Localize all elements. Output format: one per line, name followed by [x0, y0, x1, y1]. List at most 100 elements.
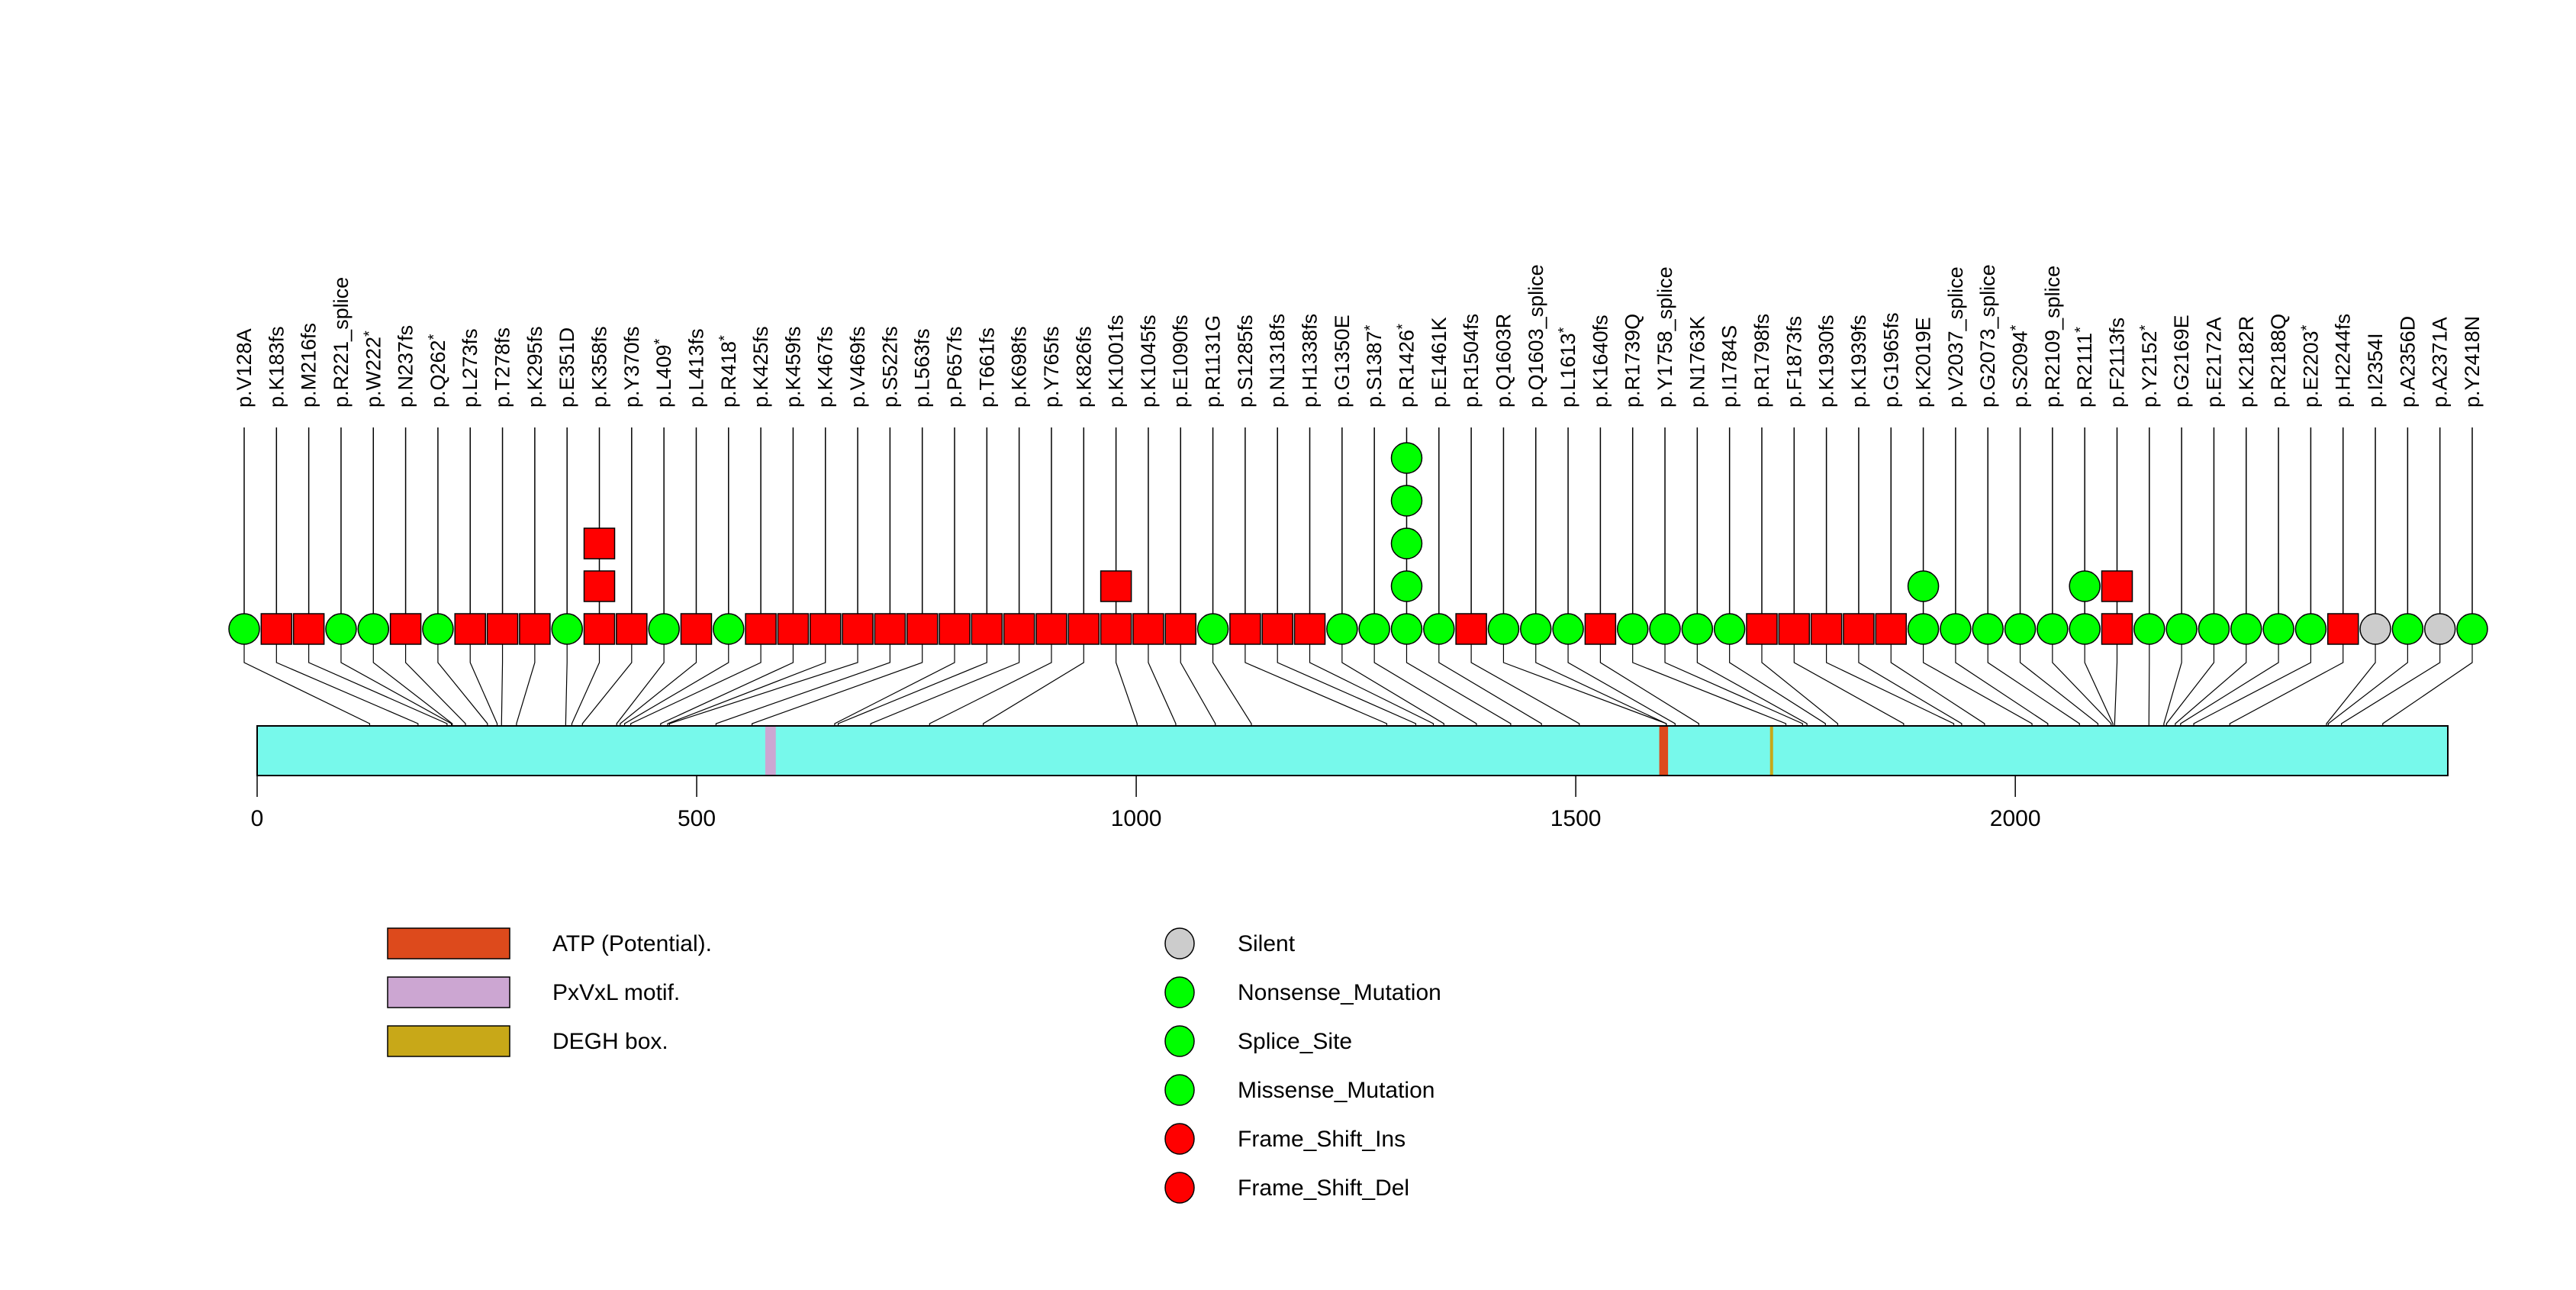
mutation-label: p.K1939fs: [1847, 314, 1870, 408]
mutation-legend-label: Frame_Shift_Ins: [1238, 1127, 1406, 1152]
mutation-label: p.R1739Q: [1621, 314, 1644, 408]
mutation-label: p.T661fs: [975, 327, 998, 408]
mutation-label: p.Y2418N: [2461, 316, 2484, 408]
mutation-label: p.L563fs: [911, 328, 934, 408]
mutation-label: p.I1784S: [1718, 325, 1741, 408]
mutation-marker-circle: [1552, 613, 1584, 645]
mutation-label: p.R221_splice: [330, 277, 353, 408]
domain-legend-swatch: [387, 927, 510, 959]
mutation-legend-label: Frame_Shift_Del: [1238, 1176, 1409, 1201]
mutation-marker-square: [1067, 613, 1100, 645]
mutation-label: p.E1461K: [1428, 317, 1451, 408]
mutation-marker-square: [745, 613, 777, 645]
mutation-marker-square: [292, 613, 325, 645]
mutation-label: p.K459fs: [781, 326, 804, 408]
mutation-legend-marker: [1164, 927, 1195, 959]
mutation-label: p.Y765fs: [1040, 326, 1063, 408]
mutation-marker-square: [389, 613, 422, 645]
mutation-marker-square: [1261, 613, 1293, 645]
mutation-label: p.H1338fs: [1299, 314, 1322, 408]
mutation-marker-square: [616, 613, 648, 645]
mutation-label: p.R2109_splice: [2041, 266, 2064, 408]
mutation-marker-square: [1778, 613, 1811, 645]
axis-tick-label: 1500: [1550, 806, 1602, 831]
mutation-marker-square: [809, 613, 842, 645]
mutation-marker-circle: [357, 613, 390, 645]
axis-tick-label: 500: [678, 806, 716, 831]
mutation-label: p.G1350E: [1331, 314, 1354, 408]
mutation-label: p.N1318fs: [1266, 314, 1289, 408]
mutation-marker-square: [454, 613, 486, 645]
mutation-marker-square: [260, 613, 293, 645]
domain-atp: [1659, 727, 1669, 775]
mutation-label: p.Q262*: [426, 334, 449, 408]
mutation-marker-square: [1810, 613, 1843, 645]
domain-legend-label: DEGH box.: [552, 1029, 668, 1054]
mutation-markers: [228, 442, 2488, 645]
mutation-marker-circle: [2004, 613, 2037, 645]
mutation-marker-square: [583, 570, 616, 602]
lollipop-stems: [243, 427, 2473, 629]
mutation-label: p.I2354I: [2364, 333, 2387, 408]
mutation-marker-circle: [1487, 613, 1520, 645]
mutation-marker-circle: [1390, 527, 1423, 560]
mutation-legend-marker: [1164, 1074, 1195, 1106]
mutation-legend-marker: [1164, 1123, 1195, 1155]
mutation-marker-square: [1584, 613, 1617, 645]
mutation-label: p.K1001fs: [1105, 314, 1128, 408]
mutation-marker-square: [1100, 570, 1132, 602]
mutation-legend-label: Silent: [1238, 931, 1296, 956]
mutation-marker-square: [583, 527, 616, 560]
mutation-label: p.E2172A: [2202, 317, 2225, 408]
mutation-label: p.K358fs: [588, 326, 611, 408]
mutation-label: p.E1090fs: [1169, 314, 1192, 408]
mutation-marker-circle: [713, 613, 745, 645]
mutation-marker-square: [2326, 613, 2359, 645]
mutation-marker-circle: [1390, 613, 1423, 645]
mutation-label: p.Q1603R: [1492, 314, 1515, 408]
mutation-marker-circle: [1649, 613, 1681, 645]
mutation-label: p.G2169E: [2170, 314, 2193, 408]
mutation-marker-circle: [1390, 570, 1423, 602]
mutation-marker-square: [1746, 613, 1778, 645]
mutation-marker-square: [1293, 613, 1326, 645]
mutation-label: p.Y370fs: [620, 326, 643, 408]
x-axis: 0 500 1000 1500 2000: [251, 776, 2041, 831]
mutation-marker-square: [519, 613, 551, 645]
mutation-legend-marker: [1164, 1172, 1195, 1204]
mutation-label: p.L409*: [652, 338, 675, 408]
mutation-marker-circle: [2165, 613, 2198, 645]
mutation-marker-circle: [648, 613, 680, 645]
mutation-marker-square: [874, 613, 906, 645]
mutation-marker-square: [1132, 613, 1164, 645]
mutation-marker-circle: [1616, 613, 1649, 645]
mutation-label: p.S1387*: [1362, 324, 1386, 408]
mutation-label: p.R1131G: [1202, 315, 1225, 408]
mutation-label: p.V2037_splice: [1944, 266, 1967, 408]
mutation-marker-square: [486, 613, 519, 645]
mutation-label: p.R1798fs: [1750, 314, 1773, 408]
mutation-marker-circle: [2230, 613, 2262, 645]
mutation-label: p.Q1603_splice: [1525, 264, 1547, 408]
mutation-label: p.K295fs: [523, 326, 546, 408]
domain-legend-label: ATP (Potential).: [552, 931, 712, 956]
mutation-label: p.L413fs: [684, 328, 707, 408]
mutation-label: p.V128A: [233, 328, 256, 408]
mutation-marker-square: [1229, 613, 1261, 645]
mutation-marker-square: [1164, 613, 1196, 645]
domain-pxvxl: [765, 727, 776, 775]
mutation-marker-square: [777, 613, 810, 645]
mutation-marker-circle: [1196, 613, 1229, 645]
mutation-label: p.E2203*: [2298, 324, 2322, 408]
mutation-label: p.V469fs: [846, 326, 869, 408]
mutation-marker-circle: [228, 613, 260, 645]
mutation-label: p.G1965fs: [1879, 312, 1902, 408]
protein-bar: [256, 725, 2449, 776]
mutation-marker-circle: [1390, 442, 1423, 474]
domain-degh: [1769, 727, 1773, 775]
mutation-marker-circle: [422, 613, 454, 645]
mutation-label: p.L1613*: [1556, 327, 1579, 408]
mutation-legend-label: Splice_Site: [1238, 1029, 1352, 1054]
mutation-label: p.R1504fs: [1460, 314, 1483, 408]
